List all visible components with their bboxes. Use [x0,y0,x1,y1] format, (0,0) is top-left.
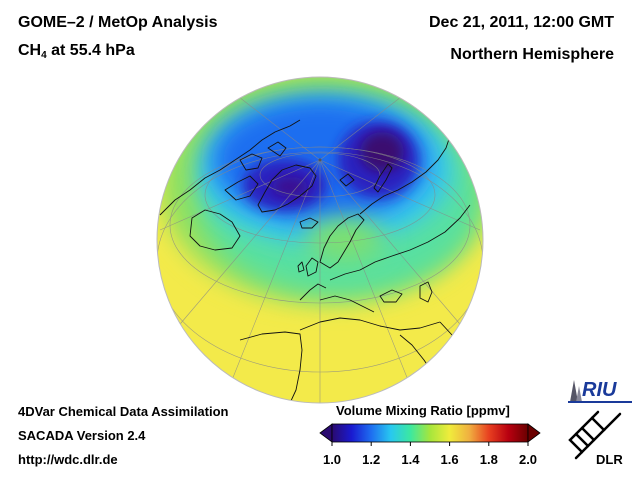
species-level: at 55.4 hPa [46,42,135,59]
dlr-logo-mark [568,410,622,460]
dlr-logo-text: DLR [596,452,623,467]
colorbar-tick-label: 1.0 [322,452,342,467]
colorbar-arrow-low [319,423,333,443]
dlr-logo: DLR [568,410,623,467]
field-min-siberia [360,132,404,172]
colorbar-tick-label: 1.2 [362,452,381,467]
title-region: Northern Hemisphere [450,46,614,63]
riu-logo: RIU [568,379,632,403]
colorbar-title: Volume Mixing Ratio [ppmv] [336,403,510,418]
riu-logo-mark [570,380,578,402]
footer-version: SACADA Version 2.4 [18,428,146,443]
species-main: CH [18,42,42,59]
footer-method: 4DVar Chemical Data Assimilation [18,404,229,419]
colorbar-gradient [331,423,529,443]
colorbar-tick-label: 1.4 [401,452,420,467]
colorbar-tick-marks [331,442,529,446]
colorbar-tick-label: 1.6 [440,452,459,467]
colorbar-tick-label: 2.0 [518,452,538,467]
title-product: GOME–2 / MetOp Analysis [18,14,218,31]
title-species: CH4 at 55.4 hPa [18,42,135,61]
colorbar [319,423,541,446]
title-datetime: Dec 21, 2011, 12:00 GMT [429,14,614,31]
colorbar-tick-label: 1.8 [479,452,498,467]
footer-url: http://wdc.dlr.de [18,452,118,467]
graticule [157,89,483,403]
riu-logo-text: RIU [582,379,617,401]
globe-outline [156,76,484,404]
field-europe-green [305,218,385,262]
species-subscript: 4 [41,50,47,61]
colorbar-arrow-high [527,423,541,443]
north-pole-marker [318,158,322,162]
